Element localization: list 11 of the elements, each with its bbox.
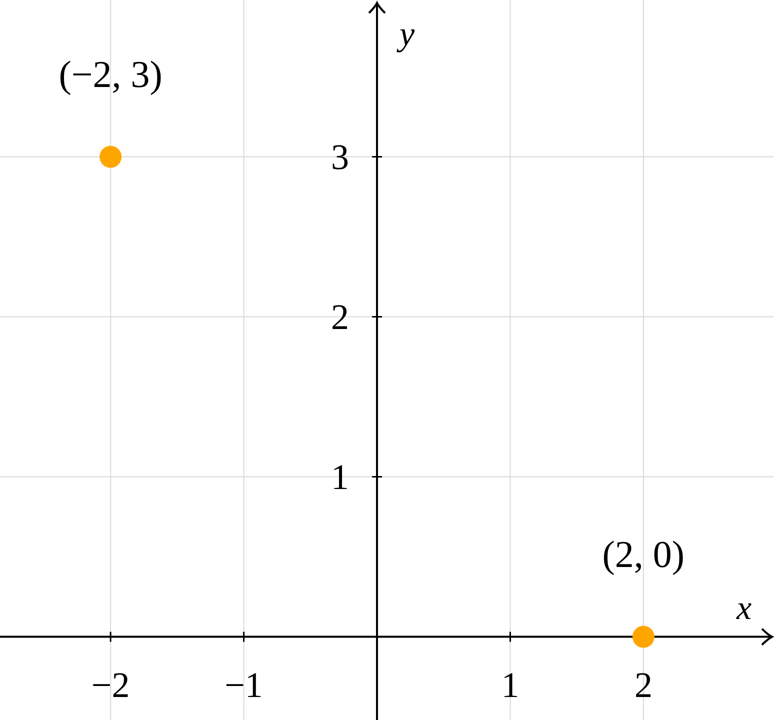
y-tick-label: 1	[331, 456, 350, 497]
y-axis-title: y	[396, 16, 416, 53]
y-tick-label: 3	[331, 136, 350, 177]
x-tick-label: 1	[501, 664, 520, 705]
annotation: (2, 0)	[602, 534, 685, 576]
annotation: (−2, 3)	[58, 54, 162, 96]
x-axis-title: x	[735, 590, 752, 627]
x-tick-label: −1	[224, 664, 263, 705]
x-tick-label: −2	[91, 664, 130, 705]
y-tick-label: 2	[331, 296, 350, 337]
x-tick-label: 2	[634, 664, 652, 705]
